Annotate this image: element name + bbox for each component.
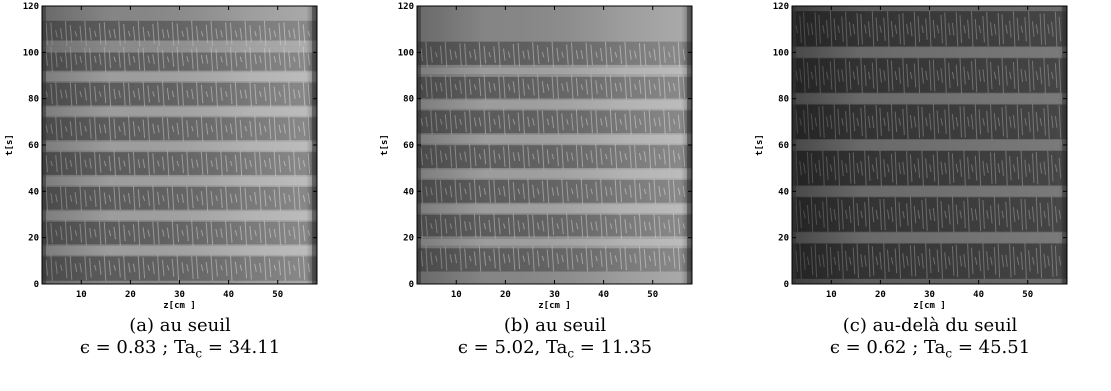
spatiotemporal-plot-b: 0 20 40 60 80 100 120 10 20 30 40 50 z[cm ] t[s]	[380, 2, 693, 310]
y-tick-label: 0	[784, 280, 789, 290]
caption-b: (b) au seuil ϵ = 5.02, Tac = 11.35	[375, 315, 735, 365]
lateral-shading	[417, 6, 692, 284]
y-axis-label: t[s]	[380, 134, 390, 156]
x-tick-label: 30	[174, 290, 185, 300]
y-tick-label: 80	[778, 95, 789, 105]
x-tick-label: 10	[451, 290, 462, 300]
x-axis-label: z[cm ]	[913, 301, 946, 310]
y-tick-label: 60	[28, 141, 39, 151]
y-tick-label: 20	[403, 234, 414, 244]
x-tick-label: 50	[647, 290, 658, 300]
x-tick-label: 20	[125, 290, 136, 300]
caption-b-line2: ϵ = 5.02, Tac = 11.35	[457, 337, 653, 361]
caption-a-line1: (a) au seuil	[129, 315, 231, 336]
x-tick-label: 40	[223, 290, 234, 300]
y-axis-label: t[s]	[755, 134, 765, 156]
x-tick-label: 30	[549, 290, 560, 300]
x-tick-label: 50	[272, 290, 283, 300]
lateral-shading	[42, 6, 317, 284]
spatiotemporal-plot-c: 0 20 40 60 80 100 120 10 20 30 40 50 z[cm ] t[s]	[755, 2, 1068, 310]
y-tick-label: 40	[778, 187, 789, 197]
y-tick-label: 60	[778, 141, 789, 151]
panel-c: 0 20 40 60 80 100 120 10 20 30 40 50 z[cm ] t[s] (c) …	[750, 0, 1110, 391]
y-tick-label: 100	[398, 48, 414, 58]
plot-area	[792, 6, 1067, 284]
y-tick-label: 40	[28, 187, 39, 197]
caption-c: (c) au-delà du seuil ϵ = 0.62 ; Tac = 45…	[750, 315, 1110, 365]
y-tick-label: 120	[398, 2, 414, 12]
x-axis-label: z[cm ]	[538, 301, 571, 310]
x-tick-label: 10	[76, 290, 87, 300]
y-tick-label: 80	[403, 95, 414, 105]
x-tick-label: 40	[598, 290, 609, 300]
y-tick-label: 40	[403, 187, 414, 197]
x-tick-label: 50	[1022, 290, 1033, 300]
caption-b-line1: (b) au seuil	[503, 315, 607, 336]
plot-area	[417, 6, 692, 284]
y-tick-label: 0	[34, 280, 39, 290]
y-tick-label: 120	[23, 2, 39, 12]
y-tick-label: 100	[773, 48, 789, 58]
x-tick-label: 30	[924, 290, 935, 300]
caption-c-line2: ϵ = 0.62 ; Tac = 45.51	[829, 337, 1031, 361]
y-tick-label: 80	[28, 95, 39, 105]
x-tick-label: 40	[973, 290, 984, 300]
x-tick-label: 20	[875, 290, 886, 300]
caption-c-line1: (c) au-delà du seuil	[842, 315, 1018, 336]
y-tick-label: 20	[28, 234, 39, 244]
x-tick-label: 20	[500, 290, 511, 300]
panel-b: 0 20 40 60 80 100 120 10 20 30 40 50 z[cm ] t[s] (b) …	[375, 0, 735, 391]
y-tick-label: 0	[409, 280, 414, 290]
y-tick-label: 120	[773, 2, 789, 12]
y-tick-label: 60	[403, 141, 414, 151]
y-tick-label: 100	[23, 48, 39, 58]
caption-a: (a) au seuil ϵ = 0.83 ; Tac = 34.11	[0, 315, 360, 365]
spatiotemporal-plot-a: 0 20 40 60 80 100 120 10 20 30 40 50 z[cm ] t[s]	[5, 2, 318, 310]
x-tick-label: 10	[826, 290, 837, 300]
plot-area	[42, 6, 317, 284]
caption-a-line2: ϵ = 0.83 ; Tac = 34.11	[79, 337, 281, 361]
y-tick-label: 20	[778, 234, 789, 244]
lateral-shading	[792, 6, 1067, 284]
panel-a: 0 20 40 60 80 100 120 10 20 30 40 50 z[cm ] t[s] (a) …	[0, 0, 360, 391]
y-axis-label: t[s]	[5, 134, 15, 156]
x-axis-label: z[cm ]	[163, 301, 196, 310]
